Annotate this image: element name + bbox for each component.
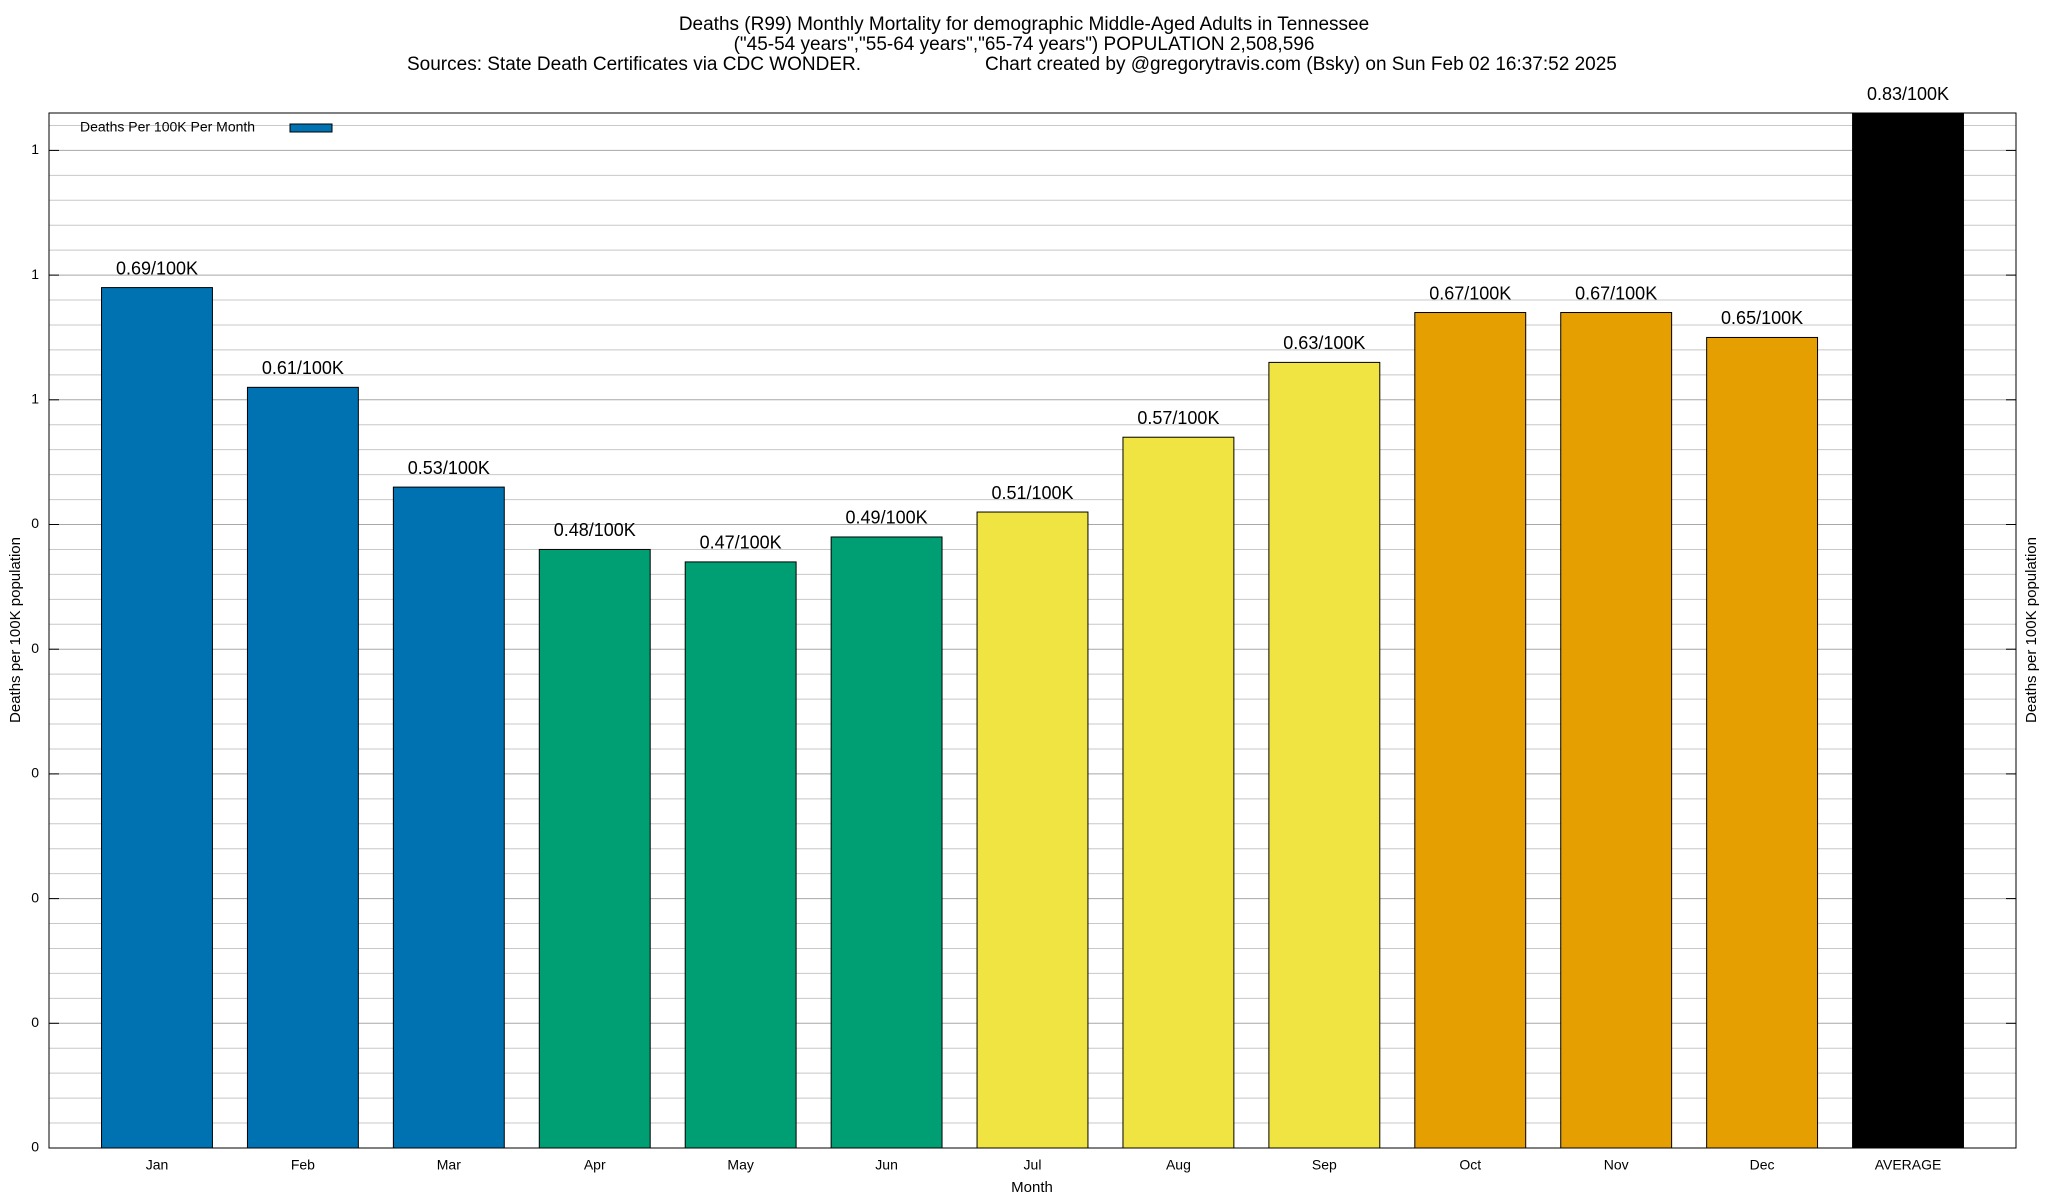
value-label: 0.63/100K (1283, 333, 1365, 353)
y-tick-label: 0 (31, 1139, 39, 1155)
y-axis-label: Deaths per 100K population (7, 537, 24, 723)
value-label: 0.49/100K (846, 508, 928, 528)
y-tick-label: 0 (31, 765, 39, 781)
x-tick-label: Jun (875, 1157, 898, 1173)
value-label: 0.48/100K (554, 520, 636, 540)
x-tick-label: AVERAGE (1875, 1157, 1942, 1173)
y2-axis-label: Deaths per 100K population (2023, 537, 2040, 723)
plot-frame (48, 112, 2017, 1149)
y-tick-label: 0 (31, 1014, 39, 1030)
bar (1122, 436, 1235, 1149)
x-tick-label: Aug (1166, 1157, 1191, 1173)
x-tick-label: Jul (1024, 1157, 1042, 1173)
x-tick-label: Mar (437, 1157, 461, 1173)
value-label: 0.57/100K (1137, 408, 1219, 428)
bar (1268, 361, 1381, 1149)
bar (1560, 312, 1673, 1149)
legend-swatch (289, 123, 333, 133)
bar (392, 486, 505, 1149)
bar (246, 386, 359, 1149)
chart-credit: Chart created by @gregorytravis.com (Bsk… (985, 54, 1617, 75)
value-label: 0.65/100K (1721, 308, 1803, 328)
legend-label: Deaths Per 100K Per Month (80, 119, 255, 135)
y-tick-label: 1 (31, 141, 39, 157)
x-tick-label: May (727, 1157, 753, 1173)
value-label: 0.69/100K (116, 258, 198, 278)
value-label: 0.47/100K (700, 533, 782, 553)
x-tick-label: Jan (146, 1157, 169, 1173)
bar (1414, 312, 1527, 1149)
x-tick-label: Apr (584, 1157, 606, 1173)
value-label: 0.53/100K (408, 458, 490, 478)
x-axis-label: Month (1011, 1179, 1053, 1196)
bar (1706, 336, 1819, 1149)
bar (830, 536, 943, 1149)
value-label: 0.61/100K (262, 358, 344, 378)
x-tick-label: Nov (1604, 1157, 1629, 1173)
value-label: 0.67/100K (1575, 283, 1657, 303)
bar (101, 287, 213, 1149)
chart-source: Sources: State Death Certificates via CD… (407, 54, 861, 75)
bar (976, 511, 1089, 1149)
y-tick-label: 1 (31, 266, 39, 282)
bar (684, 561, 797, 1149)
bar (1852, 112, 1964, 1149)
y-tick-label: 0 (31, 889, 39, 905)
x-tick-label: Feb (291, 1157, 315, 1173)
chart-subtitle: ("45-54 years","55-64 years","65-74 year… (734, 34, 1315, 55)
x-tick-label: Oct (1459, 1157, 1481, 1173)
value-label: 0.51/100K (991, 483, 1073, 503)
y-tick-label: 1 (31, 391, 39, 407)
y-tick-label: 0 (31, 515, 39, 531)
x-tick-label: Dec (1750, 1157, 1775, 1173)
value-label: 0.67/100K (1429, 283, 1511, 303)
x-tick-label: Sep (1312, 1157, 1337, 1173)
bar (538, 548, 651, 1149)
y-tick-label: 0 (31, 640, 39, 656)
chart-title: Deaths (R99) Monthly Mortality for demog… (679, 14, 1369, 35)
value-label: 0.83/100K (1867, 84, 1949, 104)
